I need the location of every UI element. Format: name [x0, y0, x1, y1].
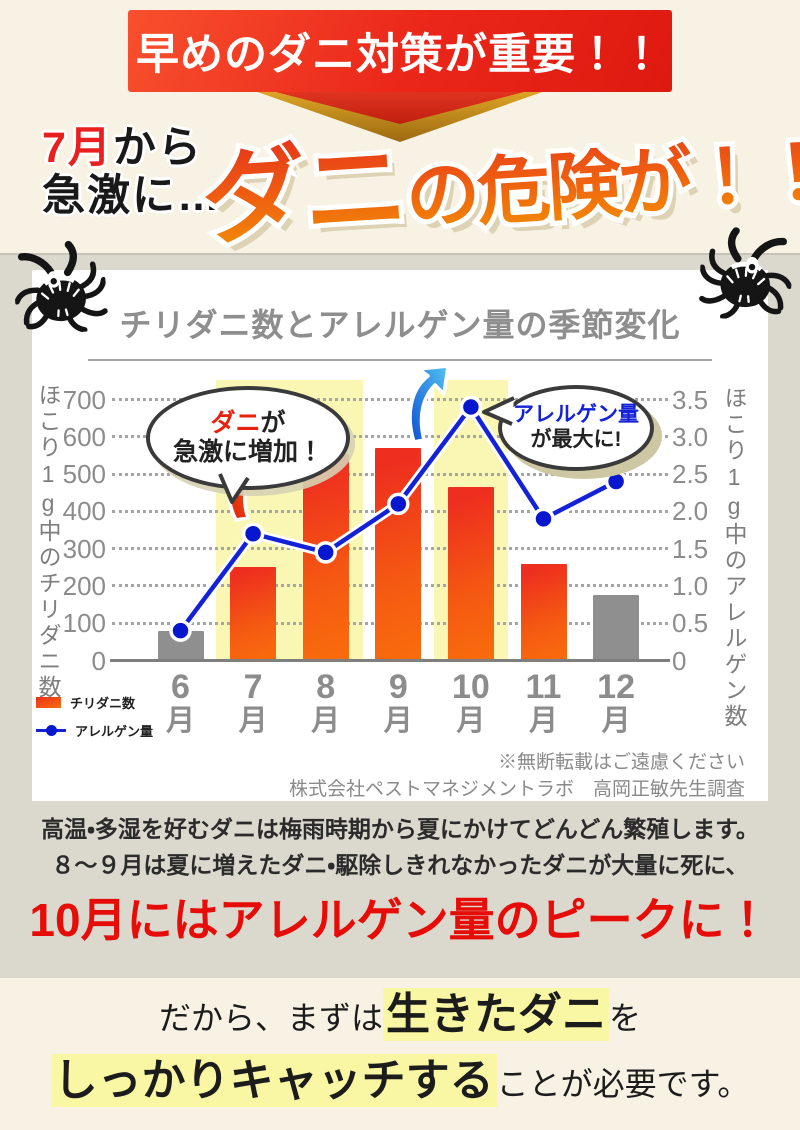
blue-up-arrow-icon	[408, 364, 450, 444]
callout-allergen-max: アレルゲン量 が最大に!	[498, 385, 654, 471]
highlight-catch: しっかりキャッチする	[50, 1054, 497, 1107]
line-point	[604, 470, 628, 493]
line-point	[314, 541, 337, 564]
attribution: ※無断転載はご遠慮ください 株式会社ペストマネジメントラボ 高岡正敏先生調査	[288, 752, 745, 800]
gridline	[112, 435, 668, 439]
chart-divider	[88, 359, 712, 361]
line-point	[169, 619, 192, 642]
right-axis-tick: 3.5	[672, 384, 709, 415]
closing-statement: だから、まずは生きたダニを しっかりキャッチすることが必要です。	[0, 982, 800, 1114]
right-axis-tick: 2.0	[672, 496, 709, 527]
left-axis-tick: 600	[62, 421, 106, 452]
right-axis-label: ほこり1g中のアレルゲン数	[721, 386, 747, 730]
peak-statement: 10月にはアレルゲン量のピークに！	[29, 894, 771, 946]
left-axis-tick: 300	[62, 533, 106, 564]
line-point	[532, 507, 555, 531]
banner-title: 早めのダニ対策が重要！！	[136, 31, 664, 79]
right-axis-tick: 1.5	[672, 533, 709, 564]
line-swatch-icon	[36, 725, 66, 736]
right-axis-tick: 3.0	[672, 421, 709, 452]
left-axis-tick: 500	[62, 459, 106, 490]
top-banner: 早めのダニ対策が重要！！	[128, 10, 672, 92]
right-axis-tick: 0	[672, 645, 687, 676]
right-axis-tick: 1.0	[672, 570, 709, 601]
left-axis-tick: 200	[62, 570, 106, 601]
legend-item-mites: チリダニ数	[36, 693, 153, 712]
chart-title: チリダニ数とアレルゲン量の季節変化	[119, 307, 681, 343]
bar-7月	[230, 567, 277, 661]
bar-12月	[593, 595, 640, 661]
callout-tail	[218, 473, 250, 504]
bar-10月	[447, 487, 494, 661]
line-point	[387, 492, 410, 516]
right-axis-tick: 2.5	[672, 459, 709, 490]
month-label: 10 月	[451, 668, 490, 737]
lead-line2: 急激に…	[42, 172, 222, 221]
bar-swatch-icon	[36, 697, 61, 708]
callout-tail	[482, 396, 515, 426]
mite-icon	[699, 227, 793, 320]
callout-mite-increase: ダニが 急激に増加！	[146, 386, 350, 490]
x-axis-line	[110, 659, 670, 662]
left-axis-tick: 100	[62, 608, 106, 639]
chart-legend: チリダニ数 アレルゲン量	[36, 693, 153, 740]
month-label: 12 月	[597, 668, 635, 737]
left-axis-tick: 700	[62, 384, 106, 415]
line-point	[241, 522, 265, 545]
month-label: 11 月	[525, 668, 562, 737]
left-axis-tick: 0	[91, 645, 106, 676]
lead-rest: から	[112, 124, 203, 172]
lead-month: 7月	[42, 124, 113, 172]
bar-11月	[520, 563, 567, 661]
left-axis-label: ほこり1g中のチリダニ数	[35, 383, 61, 701]
highlight-live-mites: 生きたダニ	[383, 988, 609, 1041]
legend-item-allergen: アレルゲン量	[36, 721, 153, 740]
line-point	[459, 395, 483, 419]
lead-text: 7月から 急激に…	[42, 124, 222, 220]
body-paragraph: 高温・多湿を好むダニは梅雨時期から夏にかけてどんどん繁殖します。 ８〜９月は夏に…	[41, 816, 759, 878]
left-axis-tick: 400	[62, 496, 106, 527]
right-axis-tick: 0.5	[672, 608, 709, 639]
gridline	[112, 398, 668, 401]
